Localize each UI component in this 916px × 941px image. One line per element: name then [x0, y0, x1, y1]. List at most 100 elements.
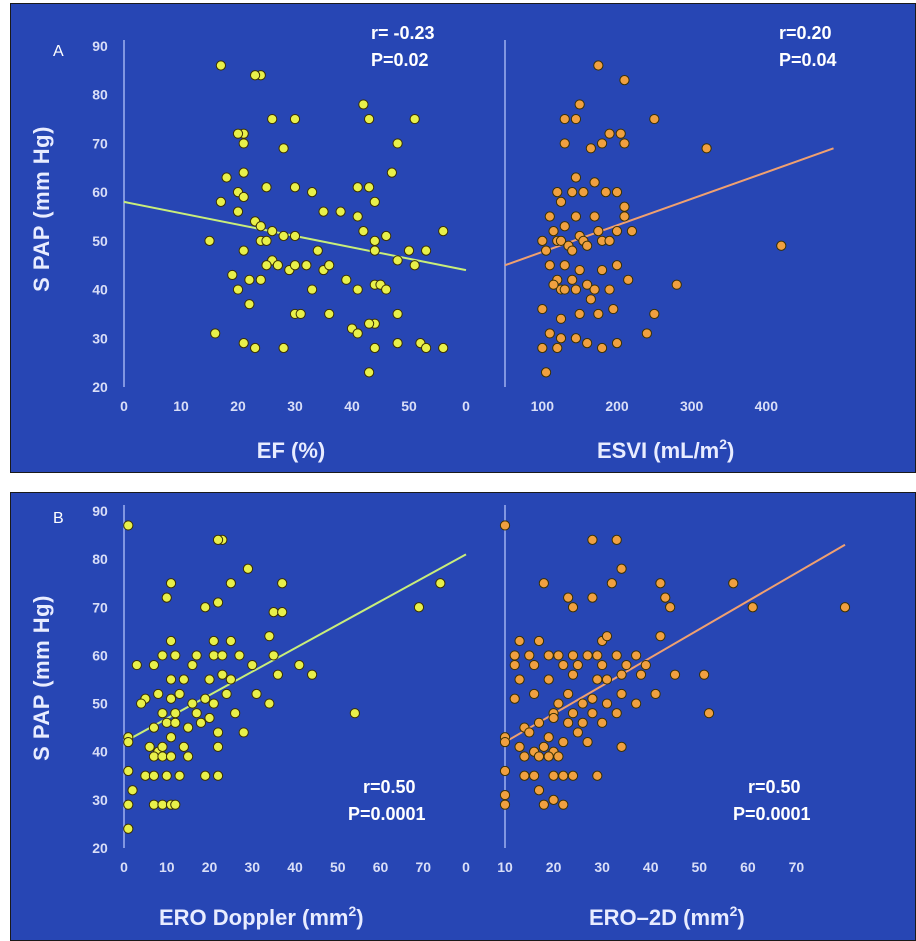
- doppler-data-point: [174, 770, 185, 781]
- esvi-data-point: [589, 284, 600, 295]
- ero2d-data-point: [611, 650, 622, 661]
- doppler-data-point: [157, 708, 168, 719]
- esvi-data-point: [582, 279, 593, 290]
- esvi-data-point: [570, 211, 582, 222]
- esvi-data-point: [604, 235, 615, 246]
- ef-data-point: [238, 338, 249, 349]
- doppler-data-point: [131, 659, 142, 671]
- esvi-data-point: [623, 274, 634, 285]
- doppler-data-point: [165, 635, 177, 647]
- doppler-data-point: [212, 770, 224, 781]
- ef-data-point: [210, 328, 221, 339]
- ef-data-point: [438, 342, 449, 354]
- ef-data-point: [301, 260, 312, 271]
- ero2d-data-point: [529, 659, 540, 671]
- ef-data-point: [318, 206, 329, 217]
- doppler-y-tick-label: 30: [92, 792, 108, 808]
- doppler-data-point: [161, 770, 172, 781]
- panel-a-y-axis-label: S PAP (mm Hg): [29, 126, 54, 292]
- ef-data-point: [438, 226, 449, 237]
- esvi-stat-p: P=0.04: [779, 50, 837, 70]
- ero2d-data-point: [553, 751, 564, 762]
- ef-data-point: [392, 338, 403, 349]
- doppler-data-point: [148, 751, 160, 762]
- doppler-data-point: [264, 698, 275, 709]
- ero2d-data-point: [567, 770, 579, 781]
- ef-x-tick-label: 40: [344, 398, 360, 414]
- ef-data-point: [392, 138, 403, 149]
- esvi-stat-r: r=0.20: [779, 23, 832, 43]
- esvi-plot: 100 200 300 400: [504, 40, 834, 414]
- ero2d-data-point: [499, 736, 511, 748]
- esvi-data-point: [619, 75, 630, 86]
- esvi-data-point: [593, 226, 604, 237]
- doppler-data-point: [234, 650, 245, 661]
- panel-b-label: B: [53, 510, 64, 527]
- ef-data-point: [244, 274, 255, 285]
- esvi-data-point: [619, 138, 630, 149]
- ero2d-data-point: [616, 669, 627, 680]
- ero2d-data-point: [514, 741, 525, 752]
- doppler-y-tick-label: 60: [92, 647, 108, 663]
- ero2d-data-point: [587, 708, 598, 719]
- esvi-data-point: [608, 303, 619, 315]
- doppler-data-point: [212, 727, 224, 738]
- esvi-data-point: [555, 196, 567, 207]
- ero2d-data-point: [582, 650, 593, 661]
- ero2d-data-point: [514, 674, 525, 685]
- ero2d-x-tick-label: 70: [789, 859, 805, 875]
- doppler-data-point: [435, 578, 446, 589]
- ero2d-data-point: [499, 799, 511, 810]
- esvi-data-point: [596, 264, 608, 276]
- ero2d-data-point: [514, 635, 525, 647]
- ef-data-point: [324, 308, 335, 320]
- doppler-data-point: [413, 602, 425, 613]
- ero2d-data-point: [631, 698, 642, 709]
- ero2d-data-point: [558, 736, 569, 748]
- ef-data-point: [289, 230, 301, 242]
- ero2d-data-point: [524, 650, 535, 661]
- doppler-data-point: [264, 631, 275, 642]
- ero2d-data-point: [538, 741, 549, 752]
- doppler-data-point: [294, 659, 305, 671]
- doppler-data-point: [165, 674, 177, 685]
- esvi-data-point: [567, 187, 578, 198]
- esvi-data-point: [537, 303, 548, 315]
- doppler-data-point: [148, 722, 160, 733]
- ero2d-data-point: [538, 799, 549, 810]
- ero2d-data-point: [597, 717, 608, 728]
- ef-data-point: [215, 196, 226, 207]
- doppler-x-axis-label: ERO Doppler (mm2): [159, 903, 364, 930]
- ero2d-data-point: [538, 578, 549, 589]
- esvi-data-point: [559, 138, 570, 149]
- ero2d-data-point: [509, 659, 520, 671]
- ef-data-point: [215, 60, 226, 71]
- ef-data-point: [289, 113, 301, 125]
- ef-data-point: [369, 342, 380, 354]
- doppler-x-tick-label: 40: [287, 859, 303, 875]
- esvi-data-point: [596, 138, 608, 149]
- ef-x-axis-label: EF (%): [257, 438, 325, 463]
- ef-data-point: [244, 299, 255, 310]
- ef-data-point: [312, 245, 323, 256]
- ero2d-data-point: [655, 631, 666, 642]
- ef-data-point: [341, 274, 352, 285]
- esvi-data-point: [570, 333, 582, 344]
- doppler-y-tick-label: 20: [92, 840, 108, 856]
- esvi-data-point: [559, 221, 570, 232]
- ero2d-data-point: [548, 712, 559, 724]
- ef-data-point: [364, 182, 375, 193]
- ef-data-point: [221, 172, 232, 183]
- ero2d-data-point: [587, 592, 598, 603]
- ef-data-point: [278, 143, 289, 154]
- doppler-data-point: [230, 708, 241, 719]
- doppler-data-point: [123, 799, 134, 810]
- doppler-data-point: [178, 741, 189, 752]
- doppler-data-point: [123, 736, 134, 748]
- ef-y-tick-label: 50: [92, 233, 108, 249]
- ef-data-point: [364, 113, 375, 125]
- doppler-data-point: [204, 712, 215, 724]
- doppler-data-point: [225, 635, 236, 647]
- ef-data-point: [250, 70, 261, 81]
- esvi-x-tick-label: 100: [531, 398, 555, 414]
